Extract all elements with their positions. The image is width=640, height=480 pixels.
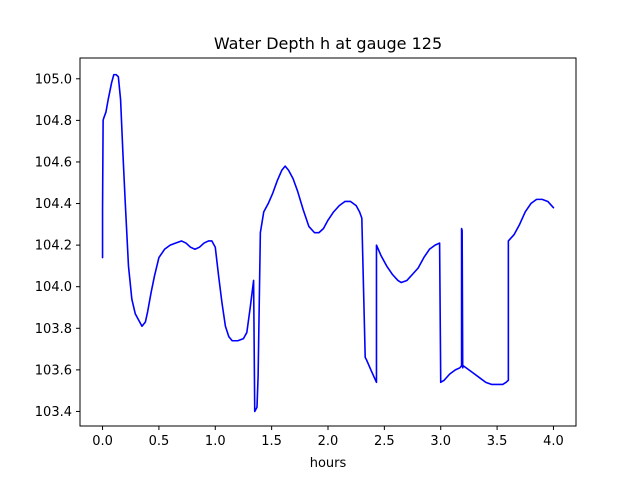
- x-tick-label: 2.0: [318, 434, 339, 449]
- y-tick-label: 105.0: [35, 72, 72, 87]
- y-axis: 103.4 103.6 103.8 104.0 104.2 104.4 104.6 104.8…: [35, 72, 80, 420]
- x-tick-label: 1.0: [205, 434, 226, 449]
- series-line-0: [101, 73, 555, 413]
- x-axis-label: hours: [310, 456, 347, 471]
- x-tick-label: 0.0: [92, 434, 113, 449]
- x-axis: 0.0 0.5 1.0 1.5 2.0 2.5 3.0 3.5 4.0: [92, 426, 564, 449]
- x-tick-label: 0.5: [149, 434, 170, 449]
- x-tick-label: 3.0: [430, 434, 451, 449]
- x-tick-label: 1.5: [261, 434, 282, 449]
- x-tick-label: 3.5: [487, 434, 508, 449]
- axes-frame: [79, 57, 577, 427]
- y-tick-label: 103.6: [35, 363, 72, 378]
- y-tick-label: 104.4: [35, 197, 72, 212]
- y-tick-label: 103.4: [35, 405, 72, 420]
- y-tick-label: 103.8: [35, 322, 72, 337]
- y-tick-label: 104.6: [35, 155, 72, 170]
- plot-area: [101, 73, 555, 413]
- y-tick-label: 104.2: [35, 239, 72, 254]
- chart-title: Water Depth h at gauge 125: [214, 34, 442, 53]
- y-tick-label: 104.8: [35, 114, 72, 129]
- y-tick-label: 104.0: [35, 280, 72, 295]
- x-tick-label: 4.0: [543, 434, 564, 449]
- x-tick-label: 2.5: [374, 434, 395, 449]
